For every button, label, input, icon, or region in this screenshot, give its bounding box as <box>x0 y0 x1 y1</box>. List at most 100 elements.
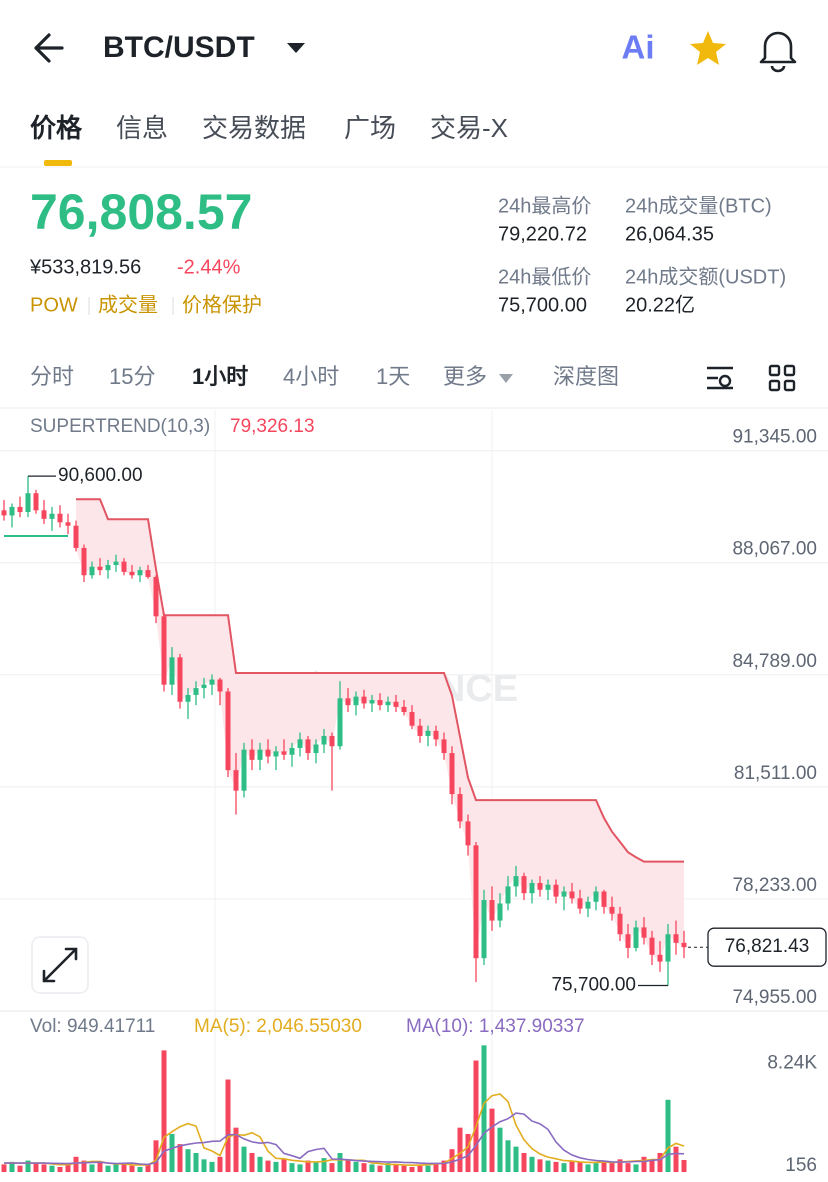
volume-bar <box>25 1160 31 1172</box>
favorite-star[interactable] <box>690 31 726 65</box>
volume-bar <box>225 1079 231 1172</box>
volume-bar <box>585 1164 591 1172</box>
volume-legend: Vol: 949.41711 <box>30 1016 155 1037</box>
indicator-settings[interactable] <box>707 366 733 390</box>
candle-body <box>657 954 663 962</box>
volume-bar <box>457 1127 463 1172</box>
volume-bar <box>129 1165 135 1172</box>
candle-body <box>113 561 119 566</box>
volume-bar <box>353 1161 359 1172</box>
candle-body <box>281 751 287 755</box>
candle-body <box>425 730 431 736</box>
interval[interactable]: 4小时 <box>283 364 339 389</box>
grid-cell <box>783 379 796 392</box>
candle-body <box>585 901 591 909</box>
stat-label: 24h成交量(BTC) <box>625 194 772 217</box>
tab[interactable]: 广场 <box>344 113 396 143</box>
y-tick-label: 91,345.00 <box>732 427 817 448</box>
interval[interactable]: 1天 <box>376 364 410 389</box>
back-button[interactable] <box>34 33 64 63</box>
volume-bar <box>577 1161 583 1172</box>
candle-body <box>561 891 567 897</box>
tab[interactable]: 信息 <box>116 113 168 143</box>
volume-bar <box>449 1149 455 1172</box>
volume-bar <box>185 1149 191 1172</box>
price-change: -2.44% <box>177 256 241 278</box>
stat-value: 79,220.72 <box>498 223 587 245</box>
volume-bar <box>105 1165 111 1172</box>
volume-bar <box>121 1164 127 1172</box>
stat-label: 24h最高价 <box>498 194 591 217</box>
interval[interactable]: 15分 <box>109 364 155 389</box>
candle-body <box>297 739 303 748</box>
candle-body <box>89 566 95 576</box>
stat-value: 20.22亿 <box>625 293 695 316</box>
tab-indicator <box>44 160 72 166</box>
candle-body <box>161 616 167 685</box>
candle-body <box>153 576 159 617</box>
ai-button[interactable]: Ai <box>622 29 655 66</box>
candle-body <box>57 513 63 523</box>
interval[interactable]: 分时 <box>30 364 74 389</box>
candle-body <box>537 882 543 890</box>
candle-body <box>97 566 103 571</box>
candle-body <box>313 744 319 754</box>
candle-body <box>33 493 39 511</box>
volume-bar <box>497 1127 503 1172</box>
grid-cell <box>783 364 796 377</box>
fullscreen-button[interactable] <box>31 936 89 994</box>
candle-body <box>553 884 559 897</box>
volume-bar <box>17 1165 23 1172</box>
candle-body <box>217 679 223 692</box>
volume-bar <box>89 1164 95 1172</box>
stat-label: 24h最低价 <box>498 265 591 288</box>
volume-bar <box>305 1160 311 1172</box>
candle-body <box>185 694 191 702</box>
tab[interactable]: 交易数据 <box>202 113 306 143</box>
candle-body <box>25 493 31 513</box>
volume-bar <box>41 1164 47 1172</box>
candle-body <box>65 522 71 526</box>
volume-bar <box>521 1153 527 1172</box>
pair-title[interactable]: BTC/USDT <box>103 31 255 64</box>
tabs: 价格 信息 交易数据 广场 交易-X <box>30 113 508 143</box>
interval[interactable]: 1小时 <box>192 364 248 389</box>
ma5-line <box>3 1093 685 1166</box>
candle-body <box>145 570 151 577</box>
more-dropdown[interactable] <box>499 374 513 383</box>
tag[interactable]: POW <box>30 294 78 316</box>
interval[interactable]: 更多 <box>443 364 487 389</box>
candle-body <box>337 698 343 747</box>
candle-body <box>9 506 15 516</box>
layout-toggle[interactable] <box>768 364 796 392</box>
tab[interactable]: 价格 <box>30 113 83 143</box>
candle-body <box>409 712 415 726</box>
supertrend-line <box>76 498 684 863</box>
candle-body <box>193 688 199 695</box>
candle-body <box>81 547 87 576</box>
candle-body <box>641 927 647 938</box>
volume-bar <box>1 1164 7 1172</box>
candle-body <box>121 561 127 572</box>
candle-body <box>209 679 215 685</box>
volume-bar <box>609 1161 615 1172</box>
tab[interactable]: 交易-X <box>430 113 508 143</box>
intervals: 分时 15分 1小时 4小时 1天 更多 深度图 <box>30 364 619 389</box>
stats: 24h最高价 79,220.72 24h成交量(BTC) 26,064.35 24h最低… <box>498 194 786 316</box>
settings-dot <box>718 374 732 388</box>
candle-body <box>241 749 247 791</box>
interval[interactable]: 深度图 <box>553 364 619 389</box>
pair-dropdown[interactable] <box>287 43 305 53</box>
tag[interactable]: 成交量 <box>98 293 158 316</box>
price-chart: 91,345.00 88,067.00 84,789.00 81,511.00 78,2… <box>0 427 828 1012</box>
stat-value: 75,700.00 <box>498 294 587 316</box>
notification-bell[interactable] <box>759 31 797 73</box>
candle-body <box>473 845 479 959</box>
volume-bar <box>297 1164 303 1172</box>
y-tick-label: 74,955.00 <box>732 987 817 1008</box>
last-price-box <box>707 927 827 967</box>
candle-body <box>105 565 111 571</box>
tag[interactable]: 价格保护 <box>182 293 262 316</box>
volume-bar <box>649 1160 655 1172</box>
indicator-value: 79,326.13 <box>230 416 315 437</box>
